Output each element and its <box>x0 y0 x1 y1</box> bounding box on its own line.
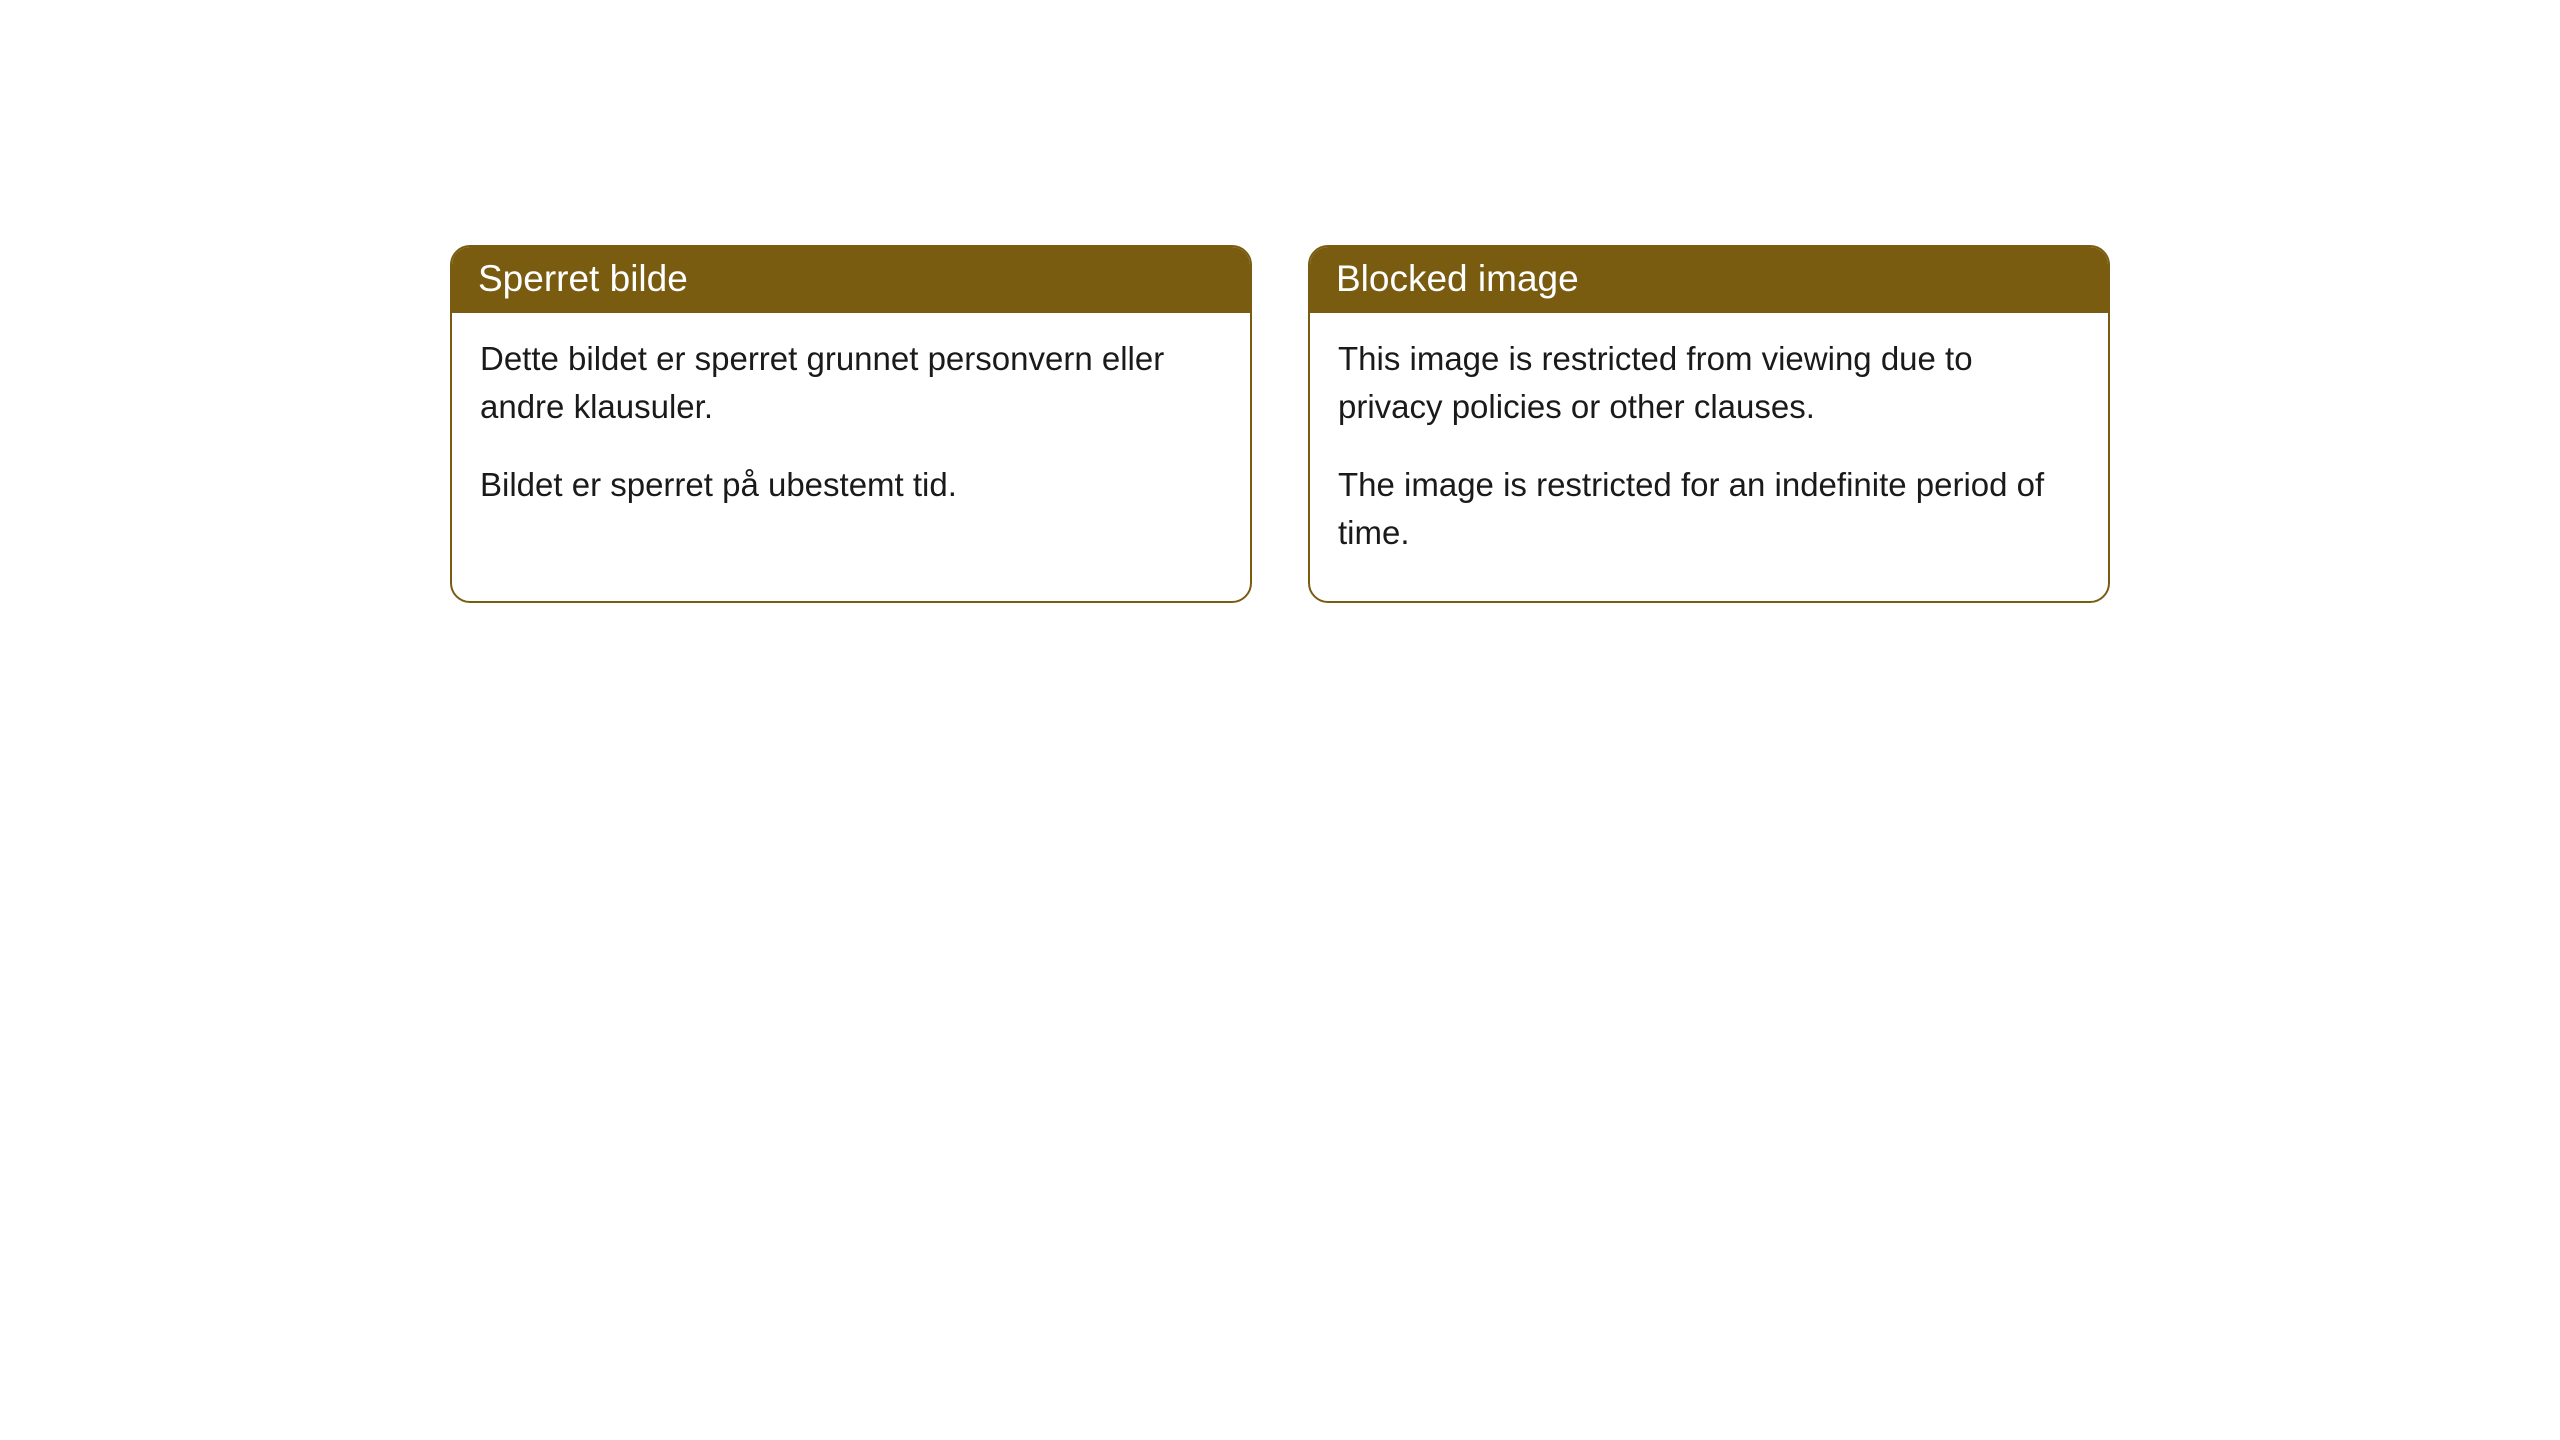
panel-title-norwegian: Sperret bilde <box>452 247 1250 313</box>
panel-text-english-2: The image is restricted for an indefinit… <box>1338 461 2080 557</box>
panel-body-norwegian: Dette bildet er sperret grunnet personve… <box>452 313 1250 553</box>
panel-text-norwegian-2: Bildet er sperret på ubestemt tid. <box>480 461 1222 509</box>
panel-text-english-1: This image is restricted from viewing du… <box>1338 335 2080 431</box>
panel-body-english: This image is restricted from viewing du… <box>1310 313 2108 600</box>
panel-english: Blocked image This image is restricted f… <box>1308 245 2110 603</box>
panel-norwegian: Sperret bilde Dette bildet er sperret gr… <box>450 245 1252 603</box>
panel-text-norwegian-1: Dette bildet er sperret grunnet personve… <box>480 335 1222 431</box>
panel-title-english: Blocked image <box>1310 247 2108 313</box>
panels-container: Sperret bilde Dette bildet er sperret gr… <box>450 245 2110 603</box>
